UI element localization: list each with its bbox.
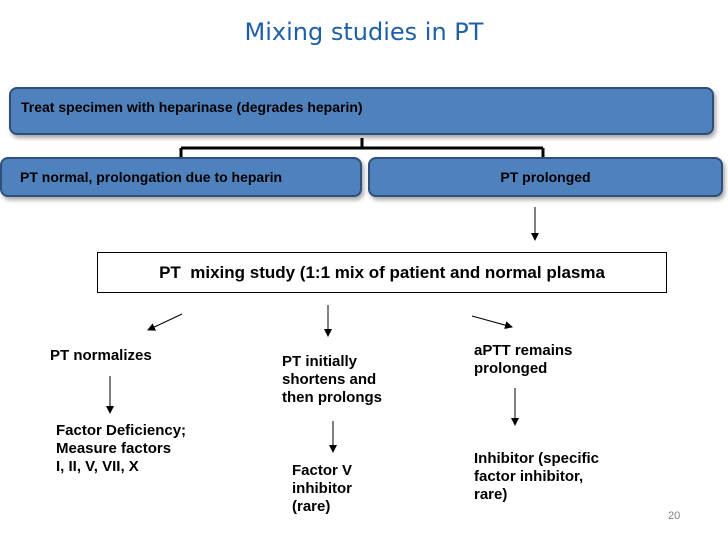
pt-prolonged-box: PT prolonged [368, 157, 723, 197]
text-line: Factor Deficiency; [56, 422, 187, 439]
text-line: PT initially [282, 353, 358, 370]
text-line: I, II, V, VII, X [56, 458, 139, 475]
pt-initially-label: PT initially shortens and then prolongs [282, 353, 382, 407]
text-line: shortens and [282, 371, 377, 388]
factor-deficiency-result: Factor Deficiency; Measure factors I, II… [56, 422, 186, 476]
text-line: aPTT remains [474, 342, 573, 359]
text-line: then prolongs [282, 389, 382, 406]
mixing-study-box: PT mixing study (1:1 mix of patient and … [97, 252, 667, 293]
pt-normal-box: PT normal, prolongation due to heparin [0, 157, 362, 197]
text-line: (rare) [292, 498, 331, 515]
page-number: 20 [668, 510, 681, 522]
text-line: inhibitor [292, 480, 352, 497]
text-line: factor inhibitor, [474, 468, 584, 485]
pt-prolonged-label: PT prolonged [500, 169, 591, 185]
text-line: rare) [474, 486, 508, 503]
aptt-remains-label: aPTT remains prolonged [474, 342, 572, 378]
text-line: Inhibitor (specific [474, 450, 600, 467]
text-line: prolonged [474, 360, 548, 377]
factor-v-inhibitor-result: Factor V inhibitor (rare) [292, 462, 352, 516]
pt-normalizes-label: PT normalizes [50, 347, 152, 364]
text-line: Factor V [292, 462, 353, 479]
arrow-to-normalizes [147, 313, 183, 331]
arrow-to-remains [471, 315, 513, 330]
inhibitor-result: Inhibitor (specific factor inhibitor, ra… [474, 450, 599, 504]
text-line: Measure factors [56, 440, 172, 457]
bracket-connector [179, 138, 545, 157]
heparinase-step-label: Treat specimen with heparinase (degrades… [21, 99, 363, 115]
page-title: Mixing studies in PT [244, 18, 484, 46]
heparinase-step-box: Treat specimen with heparinase (degrades… [9, 87, 714, 135]
mixing-study-label: PT mixing study (1:1 mix of patient and … [159, 262, 605, 282]
pt-normal-label: PT normal, prolongation due to heparin [20, 169, 283, 185]
